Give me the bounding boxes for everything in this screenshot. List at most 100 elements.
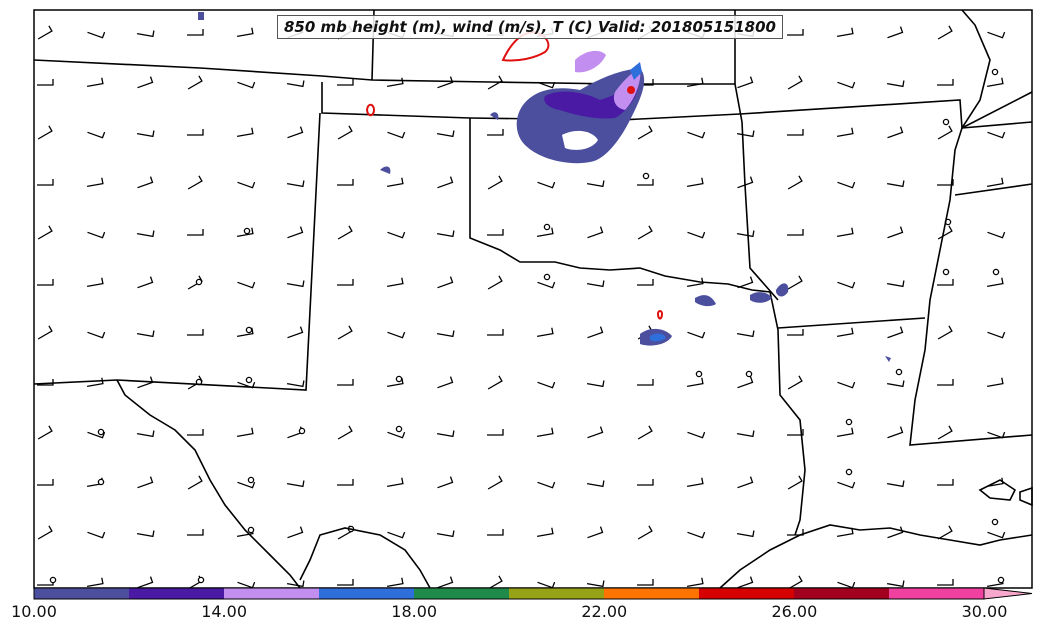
wind-barb	[887, 126, 904, 139]
wind-barb	[787, 575, 803, 590]
wind-barb	[187, 329, 204, 336]
fill-patch-oklahoma-blue	[650, 333, 666, 342]
wind-barb	[686, 577, 704, 588]
colorbar-tick-label: 10.00	[11, 602, 57, 621]
wind-barb	[836, 327, 854, 338]
wind-barb	[886, 80, 905, 88]
wind-barb	[887, 426, 904, 439]
wind-barb	[736, 530, 755, 538]
wind-barbs	[37, 25, 1006, 590]
wind-barb	[836, 427, 854, 438]
wind-barb	[136, 230, 155, 238]
colorbar-segment	[794, 588, 890, 599]
wind-barb	[386, 277, 404, 288]
fill-patch-ar-2	[776, 283, 789, 297]
wind-barb	[687, 531, 706, 539]
wind-barb	[236, 27, 254, 38]
wind-barb	[737, 576, 754, 589]
wind-barb	[487, 229, 504, 236]
wind-barb	[337, 225, 353, 240]
wind-barb	[886, 380, 905, 388]
wind-barb	[737, 276, 754, 289]
wind-barb	[586, 380, 605, 388]
wind-barb	[37, 79, 54, 86]
wind-barb	[986, 477, 1004, 488]
wind-barb	[287, 526, 304, 539]
colorbar-outline	[33, 587, 985, 600]
wind-barb	[236, 427, 254, 438]
wind-barb	[686, 377, 704, 388]
temperature-fill	[198, 12, 891, 362]
wind-barb	[187, 29, 204, 36]
colorbar-tick-label: 14.00	[201, 602, 247, 621]
wind-barb	[337, 279, 354, 286]
wind-barb	[37, 425, 53, 440]
wind-barb	[136, 330, 155, 338]
wind-barb	[737, 76, 754, 89]
wind-barb	[586, 480, 605, 488]
wind-barb	[836, 527, 854, 538]
wind-barb	[736, 430, 755, 438]
wind-barb	[337, 125, 353, 140]
wind-barb	[37, 25, 53, 40]
wind-barb	[436, 230, 455, 238]
wind-barb	[987, 131, 1006, 139]
wind-barb	[787, 275, 803, 290]
wind-barb	[187, 75, 203, 90]
wind-barb	[937, 579, 954, 586]
fill-hole	[562, 130, 598, 150]
wind-barb	[187, 529, 204, 536]
contour-ks-west	[365, 103, 376, 117]
border-red-river	[469, 118, 771, 293]
wind-barb	[736, 230, 755, 238]
wind-barb	[787, 529, 804, 536]
wind-barb	[837, 81, 856, 89]
wind-barb	[537, 381, 556, 389]
border-mississippi-river	[909, 9, 1033, 446]
colorbar-segment	[604, 588, 700, 599]
wind-barb	[136, 30, 155, 38]
wind-barb	[937, 525, 953, 540]
calm-wind-circle	[97, 428, 105, 436]
wind-barb	[887, 526, 904, 539]
wind-barb	[737, 176, 754, 189]
wind-barb	[637, 425, 653, 440]
colorbar-extend-arrow	[983, 587, 1033, 600]
border-ms-tn	[954, 183, 1033, 196]
wind-barb	[537, 281, 556, 289]
wind-barb	[536, 327, 554, 338]
colorbar	[33, 587, 1033, 600]
wind-barb	[937, 179, 954, 186]
wind-barb	[937, 325, 953, 340]
fill-patch-la	[885, 356, 891, 362]
calm-wind-circle	[991, 518, 999, 526]
wind-barb	[286, 280, 305, 288]
wind-barb	[387, 331, 406, 339]
wind-barb	[487, 429, 504, 436]
wind-barb	[237, 281, 256, 289]
wind-barb	[86, 277, 104, 288]
wind-barb	[87, 531, 106, 539]
wind-barb	[536, 427, 554, 438]
wind-barb	[637, 579, 654, 586]
wind-barb	[637, 225, 653, 240]
wind-barb	[687, 331, 706, 339]
wind-barb	[736, 330, 755, 338]
wind-barb	[987, 231, 1006, 239]
wind-barb	[437, 276, 454, 289]
wind-barb	[337, 79, 354, 86]
fill-patch-ok-east	[695, 295, 716, 307]
calm-wind-circle	[695, 370, 703, 378]
wind-barb	[237, 481, 256, 489]
wind-barb	[37, 479, 54, 486]
colorbar-segment	[319, 588, 415, 599]
fill-patch-small	[490, 112, 499, 120]
wind-barb	[737, 476, 754, 489]
wind-barb	[837, 181, 856, 189]
wind-barb	[687, 431, 706, 439]
wind-barb	[487, 475, 503, 490]
wind-barb	[136, 530, 155, 538]
border-mo-ok-ar	[734, 83, 779, 301]
wind-barb	[236, 227, 254, 238]
calm-wind-circle	[543, 273, 551, 281]
